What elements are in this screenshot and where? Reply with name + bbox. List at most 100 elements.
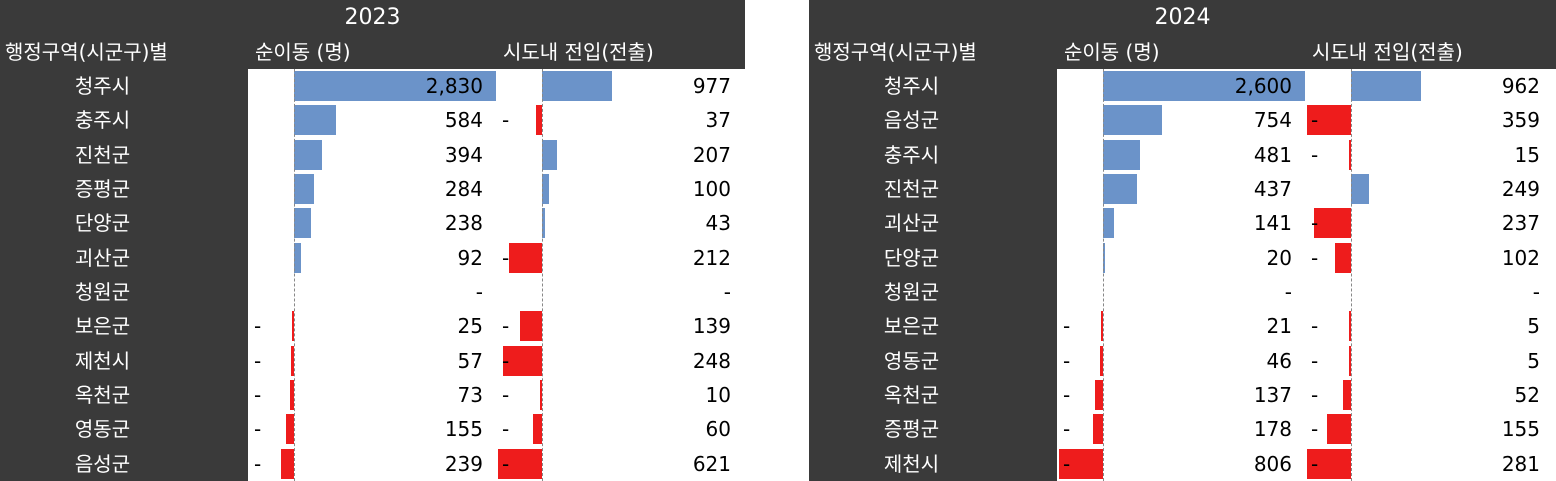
region-name: 진천군	[74, 142, 131, 167]
net-migration-bar	[1101, 311, 1103, 342]
table-row: 제천시 -57-248	[0, 344, 745, 378]
region-name: 단양군	[74, 211, 131, 236]
net-migration-value: 754	[1253, 108, 1292, 133]
intra-sign-dash: -	[502, 451, 510, 476]
region-name: 청원군	[883, 280, 940, 304]
intra-province-bar	[1348, 139, 1351, 170]
column-header-row: 행정구역(시군구)별 순이동 (명) 시도내 전입(전출)	[0, 35, 745, 69]
region-name-column	[0, 69, 248, 481]
intra-province-bar	[520, 311, 542, 342]
intra-province-bar	[542, 208, 546, 239]
region-name: 옥천군	[74, 383, 131, 407]
intra-province-value: 248	[692, 348, 731, 373]
intra-province-bar	[1351, 71, 1421, 101]
net-migration-value: 2,600	[1234, 74, 1292, 98]
net-migration-value: 25	[457, 314, 483, 339]
intra-province-column-header: 시도내 전입(전출)	[1312, 40, 1463, 64]
intra-sign-dash: -	[1311, 451, 1319, 476]
intra-province-bar	[1349, 345, 1351, 376]
net-migration-bar	[281, 448, 294, 479]
net-migration-bar	[294, 208, 311, 239]
net-migration-bar	[285, 414, 294, 445]
table-row: 옥천군 -137-52	[809, 378, 1556, 412]
region-name: 단양군	[883, 245, 940, 270]
net-migration-value: 20	[1266, 245, 1292, 270]
table-row: 제천시 -806-281	[809, 447, 1556, 481]
intra-province-bar	[509, 242, 542, 273]
intra-province-value: 15	[1514, 142, 1540, 167]
net-sign-dash: -	[254, 348, 262, 373]
intra-province-bar	[1342, 380, 1351, 410]
net-migration-value: 2,830	[425, 74, 483, 98]
intra-province-column-header: 시도내 전입(전출)	[503, 40, 654, 64]
table-row: 괴산군 141- 237	[809, 206, 1556, 240]
net-migration-value: 178	[1253, 417, 1292, 442]
intra-province-bar	[503, 345, 542, 376]
intra-province-value: 359	[1501, 108, 1540, 133]
intra-province-bar	[1307, 448, 1351, 479]
intra-province-bar	[1307, 105, 1351, 136]
net-sign-dash: -	[254, 314, 262, 339]
table-row: 청주시 2,830 977	[0, 69, 745, 103]
intra-sign-dash: -	[1311, 383, 1319, 407]
net-migration-bar	[290, 345, 294, 376]
net-migration-value: 92	[457, 245, 483, 270]
intra-sign-dash: -	[502, 383, 510, 407]
net-migration-value: 141	[1253, 211, 1292, 236]
intra-province-value: 60	[705, 417, 731, 442]
table-row: 영동군 -155-60	[0, 412, 745, 446]
net-migration-value: 155	[444, 417, 483, 442]
region-name: 영동군	[74, 417, 131, 442]
region-name: 충주시	[883, 142, 940, 167]
net-migration-value: 21	[1266, 314, 1292, 339]
net-migration-bar	[1095, 380, 1103, 410]
intra-sign-dash: -	[502, 314, 510, 339]
intra-province-value: 281	[1501, 451, 1540, 476]
net-migration-value: 284	[444, 177, 483, 201]
net-sign-dash: -	[254, 383, 262, 407]
region-name: 청주시	[883, 74, 940, 98]
intra-province-value: 155	[1501, 417, 1540, 442]
intra-bar-axis	[542, 69, 543, 481]
region-name: 증평군	[74, 177, 131, 201]
region-name: 괴산군	[883, 211, 940, 236]
net-sign-dash: -	[254, 417, 262, 442]
net-sign-dash: -	[1063, 451, 1071, 476]
intra-province-bar	[542, 139, 557, 170]
region-name: 진천군	[883, 177, 940, 201]
net-migration-bar	[294, 242, 301, 273]
region-name: 음성군	[74, 451, 131, 476]
region-column-header: 행정구역(시군구)별	[5, 40, 168, 64]
panel-2024: 2024 행정구역(시군구)별 순이동 (명) 시도내 전입(전출) 청주시 2,…	[809, 0, 1556, 481]
net-sign-dash: -	[1063, 417, 1071, 442]
net-migration-bar	[1100, 345, 1103, 376]
intra-province-value: 5	[1527, 348, 1540, 373]
intra-province-value: 43	[705, 211, 731, 236]
net-migration-value: 394	[444, 142, 483, 167]
net-migration-bar	[1103, 208, 1114, 239]
intra-province-value: 977	[692, 74, 731, 98]
table-row: 단양군 20- 102	[809, 241, 1556, 275]
net-migration-value: 806	[1253, 451, 1292, 476]
table-body: 청주시 2,830 977 충주시 584-37 진천군 394 207 증평군 284 100 단양…	[0, 69, 745, 481]
intra-sign-dash: -	[502, 245, 510, 270]
net-migration-bar	[294, 139, 323, 170]
intra-province-bar	[540, 380, 542, 410]
net-migration-value: 137	[1253, 383, 1292, 407]
net-migration-bar	[1059, 448, 1103, 479]
net-migration-column-header: 순이동 (명)	[255, 40, 351, 64]
net-sign-dash: -	[1063, 314, 1071, 339]
table-row: 청원군 - -	[809, 275, 1556, 309]
intra-sign-dash: -	[502, 417, 510, 442]
net-sign-dash: -	[1063, 383, 1071, 407]
intra-province-value: -	[723, 280, 731, 304]
net-migration-value: -	[1284, 280, 1292, 304]
table-row: 괴산군 92- 212	[0, 241, 745, 275]
intra-sign-dash: -	[1311, 348, 1319, 373]
intra-province-bar	[1349, 311, 1351, 342]
table-row: 증평군 -178-155	[809, 412, 1556, 446]
net-migration-value: 73	[457, 383, 483, 407]
intra-province-bar	[536, 105, 542, 136]
intra-province-value: 5	[1527, 314, 1540, 339]
net-migration-bar	[1103, 139, 1141, 170]
